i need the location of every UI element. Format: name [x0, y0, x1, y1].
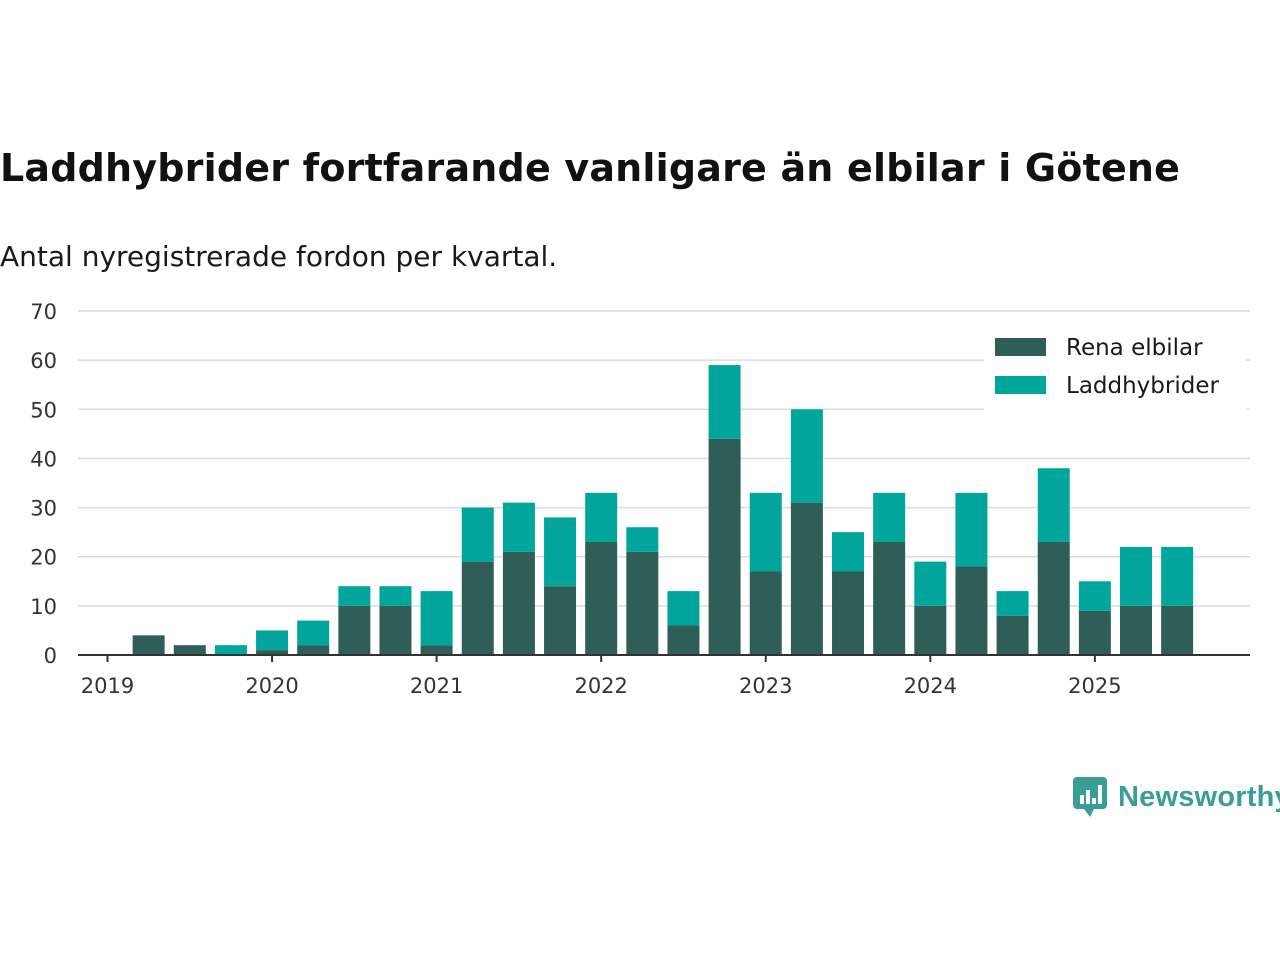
x-tick-label: 2024	[904, 674, 957, 698]
bar-laddhybrider	[544, 517, 577, 587]
legend-swatch	[995, 338, 1046, 356]
x-tick-label: 2022	[574, 674, 627, 698]
bar-rena-elbilar	[461, 561, 494, 655]
bar-rena-elbilar	[955, 566, 988, 655]
newsworthy-logo: Newsworthy	[1072, 776, 1280, 818]
bar-laddhybrider	[996, 591, 1029, 616]
chart-title: Laddhybrider fortfarande vanligare än el…	[0, 146, 1181, 190]
bar-laddhybrider	[873, 492, 906, 542]
bar-rena-elbilar	[626, 551, 659, 655]
bar-laddhybrider	[256, 630, 289, 651]
legend-swatch	[995, 376, 1046, 394]
bar-rena-elbilar	[914, 605, 947, 655]
bar-rena-elbilar	[502, 551, 535, 655]
bar-rena-elbilar	[420, 645, 453, 655]
bar-laddhybrider	[1120, 546, 1152, 606]
bar-laddhybrider	[1078, 581, 1111, 611]
bar-laddhybrider	[461, 507, 494, 562]
bar-laddhybrider	[708, 365, 741, 439]
bar-laddhybrider	[214, 645, 247, 655]
bar-rena-elbilar	[832, 571, 865, 655]
bar-rena-elbilar	[297, 645, 330, 655]
bar-laddhybrider	[749, 492, 782, 572]
bar-rena-elbilar	[1078, 610, 1111, 655]
bar-rena-elbilar	[1120, 605, 1152, 655]
y-tick-label: 30	[30, 497, 57, 521]
bar-rena-elbilar	[873, 541, 906, 655]
legend-label: Laddhybrider	[1066, 373, 1219, 399]
bar-laddhybrider	[955, 492, 988, 567]
bar-rena-elbilar	[379, 605, 412, 655]
bar-rena-elbilar	[544, 586, 577, 655]
stacked-bar-chart: 0 10 20 30 40 50 60 70 2019 2020 2021 2022 2023 2024 2…	[30, 300, 1250, 698]
x-tick-label: 2023	[739, 674, 792, 698]
y-tick-label: 50	[30, 398, 57, 422]
bar-rena-elbilar	[708, 438, 741, 655]
bar-laddhybrider	[667, 591, 700, 626]
bar-laddhybrider	[914, 561, 947, 606]
bar-rena-elbilar	[996, 615, 1029, 655]
bar-laddhybrider	[502, 502, 535, 552]
y-tick-label: 40	[30, 447, 57, 471]
bar-rena-elbilar	[790, 502, 823, 655]
bar-laddhybrider	[420, 591, 453, 646]
chart-subtitle: Antal nyregistrerade fordon per kvartal.	[0, 240, 558, 273]
bar-laddhybrider	[1161, 546, 1194, 606]
y-tick-label: 10	[30, 595, 57, 619]
bar-laddhybrider	[832, 532, 865, 572]
bar-laddhybrider	[626, 527, 659, 552]
bar-rena-elbilar	[1161, 605, 1194, 655]
bar-laddhybrider	[338, 586, 371, 606]
x-tick-label: 2020	[245, 674, 298, 698]
bar-laddhybrider	[379, 586, 412, 606]
legend-label: Rena elbilar	[1066, 335, 1203, 361]
y-tick-label: 20	[30, 546, 57, 570]
x-tick-label: 2021	[410, 674, 463, 698]
bar-rena-elbilar	[173, 645, 206, 655]
bar-rena-elbilar	[256, 650, 289, 655]
x-tick-label: 2019	[81, 674, 134, 698]
brand-name: Newsworthy	[1118, 780, 1280, 813]
bar-laddhybrider	[1037, 468, 1070, 542]
newsworthy-logo-icon	[1073, 777, 1107, 817]
bar-rena-elbilar	[667, 625, 700, 655]
y-tick-label: 70	[30, 300, 57, 324]
x-tick-label: 2025	[1068, 674, 1121, 698]
y-tick-label: 0	[44, 644, 57, 668]
bar-rena-elbilar	[132, 635, 165, 655]
bar-rena-elbilar	[585, 541, 618, 655]
bar-rena-elbilar	[1037, 541, 1070, 655]
y-tick-label: 60	[30, 349, 57, 373]
bar-laddhybrider	[585, 492, 618, 542]
bar-rena-elbilar	[749, 571, 782, 655]
bar-laddhybrider	[297, 620, 330, 646]
bar-laddhybrider	[790, 409, 823, 503]
bar-rena-elbilar	[338, 605, 371, 655]
